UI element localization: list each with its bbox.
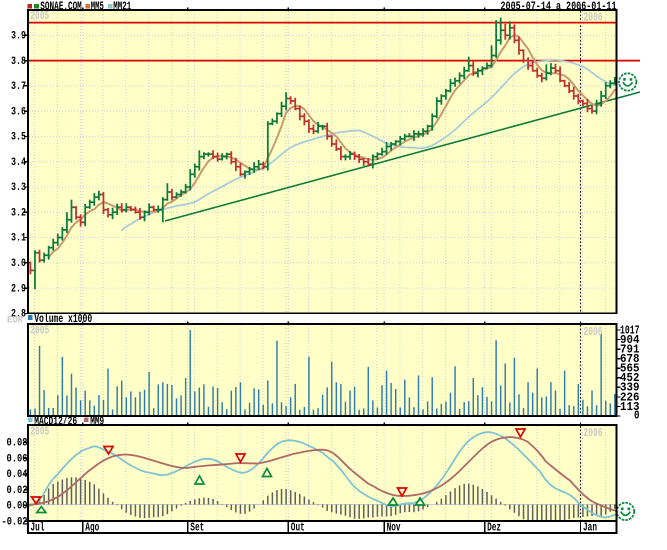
svg-text:2006: 2006 [584,12,603,25]
svg-text:2005-07-14 a 2006-01-11: 2005-07-14 a 2006-01-11 [501,0,617,13]
svg-text:2005: 2005 [30,10,49,23]
svg-text:MM21: MM21 [113,0,131,13]
svg-text:2005: 2005 [30,325,49,338]
svg-text:Dez: Dez [487,522,501,535]
svg-text:MM5: MM5 [91,0,104,13]
svg-text:339: 339 [620,381,640,395]
svg-text:0.02: 0.02 [7,485,28,497]
svg-text:0: 0 [634,408,640,422]
svg-text:2.9: 2.9 [11,283,26,295]
svg-text:2.8: 2.8 [11,309,26,321]
svg-text:2006: 2006 [584,427,603,440]
svg-text:Jul: Jul [31,522,45,535]
svg-text:0.08: 0.08 [7,438,28,450]
svg-text:SONAE.COM: SONAE.COM [40,0,82,13]
svg-text:Jan: Jan [583,522,597,535]
svg-text:2006: 2006 [584,326,603,339]
svg-text:226: 226 [620,390,640,404]
svg-text:3.7: 3.7 [11,81,26,93]
svg-text:3.4: 3.4 [11,157,26,169]
svg-text:1017: 1017 [620,323,640,337]
svg-text:3.0: 3.0 [11,258,26,270]
svg-text:Nov: Nov [387,522,401,535]
svg-text:Ago: Ago [85,522,99,535]
svg-text:0.06: 0.06 [7,453,28,465]
svg-text:565: 565 [620,362,640,376]
svg-text:Out: Out [291,522,305,535]
svg-text:113: 113 [620,400,640,414]
svg-text:452: 452 [620,371,640,385]
svg-text:3.9: 3.9 [11,30,26,42]
svg-text:3.8: 3.8 [11,56,26,68]
svg-text:3.5: 3.5 [11,132,26,144]
svg-text:3.1: 3.1 [11,233,26,245]
svg-text:2005: 2005 [30,426,49,439]
svg-text:791: 791 [620,342,640,356]
svg-text:0.00: 0.00 [7,501,28,513]
svg-text:0.04: 0.04 [7,469,28,481]
svg-text:MM9: MM9 [90,415,104,428]
svg-text:Volume x1000: Volume x1000 [34,313,92,326]
svg-text:3.3: 3.3 [11,182,26,194]
svg-text:3.2: 3.2 [11,207,26,219]
svg-text:-0.02: -0.02 [2,517,28,529]
svg-text:EUR: EUR [7,315,24,327]
svg-text:3.6: 3.6 [11,106,26,118]
svg-text:Set: Set [190,522,204,535]
svg-text:904: 904 [620,333,640,347]
svg-text:MACD12/26: MACD12/26 [34,415,77,428]
svg-text:678: 678 [620,352,640,366]
